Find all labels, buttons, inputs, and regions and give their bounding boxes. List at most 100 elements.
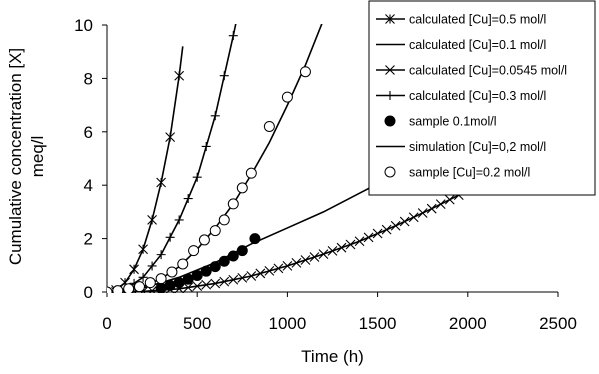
data-point (177, 258, 189, 270)
data-point (318, 249, 329, 259)
data-point (129, 264, 139, 275)
data-point (245, 167, 257, 179)
data-point (381, 224, 392, 235)
data-point (155, 273, 167, 285)
legend-label: simulation [Cu]=0,2 mol/l (409, 140, 546, 154)
data-point (399, 216, 410, 227)
data-point (147, 215, 157, 225)
data-point (147, 261, 157, 271)
series-line (107, 46, 184, 293)
data-point (354, 236, 365, 247)
data-point (408, 212, 419, 223)
data-point (107, 286, 113, 293)
data-point (188, 245, 200, 257)
y-tick-label: 0 (84, 283, 93, 302)
legend-item: sample [Cu]=0.2 mol/l (384, 166, 530, 180)
data-point (345, 239, 356, 250)
data-point (228, 31, 238, 41)
legend-marker (385, 14, 395, 24)
data-point (165, 232, 175, 242)
data-point (174, 70, 185, 81)
x-tick-label: 1000 (268, 314, 306, 333)
legend-marker (384, 115, 396, 127)
y-axis-title: Cumulative concentration [X] meq/l (6, 48, 47, 265)
legend-item: sample 0.1mol/l (384, 115, 497, 129)
data-point (228, 274, 239, 285)
data-point (273, 263, 284, 274)
legend-label: sample 0.1mol/l (409, 115, 497, 129)
data-point (133, 281, 145, 293)
data-point (192, 172, 202, 182)
series-4 (155, 233, 261, 293)
x-tick-label: 0 (102, 314, 111, 333)
y-axis-title-line: Cumulative concentration [X] (6, 48, 25, 265)
data-point (227, 198, 239, 210)
series-line (107, 24, 323, 293)
data-point (281, 91, 293, 103)
data-point (255, 268, 266, 279)
legend-marker (384, 166, 396, 178)
data-point (372, 228, 383, 239)
data-point (435, 199, 446, 210)
legend-marker (385, 91, 395, 100)
legend-box (368, 0, 596, 196)
data-point (112, 285, 124, 293)
y-axis-title-line: meq/l (28, 136, 47, 178)
x-tick-label: 2500 (539, 314, 577, 333)
series-6 (107, 66, 311, 293)
series-1 (107, 24, 323, 293)
legend-marker (385, 65, 395, 75)
legend-item: calculated [Cu]=0.0545 mol/l (376, 64, 567, 78)
data-point (174, 215, 184, 225)
y-tick-label: 6 (84, 123, 93, 142)
x-axis-title: Time (h) (301, 347, 364, 366)
legend-item: calculated [Cu]=0.5 mol/l (376, 13, 546, 27)
data-point (183, 282, 194, 293)
data-point (300, 255, 311, 265)
data-point (144, 277, 156, 289)
legend-label: calculated [Cu]=0.3 mol/l (409, 89, 546, 103)
series-0 (107, 46, 185, 293)
y-tick-label: 10 (74, 16, 93, 35)
data-point (444, 194, 455, 205)
data-point (219, 71, 229, 81)
data-point (336, 242, 347, 253)
legend-label: calculated [Cu]=0.5 mol/l (409, 13, 546, 27)
data-point (192, 281, 203, 292)
data-point (209, 225, 221, 237)
data-point (201, 279, 212, 290)
data-point (236, 182, 248, 194)
legend-item: simulation [Cu]=0,2 mol/l (376, 140, 546, 154)
legend-label: calculated [Cu]=0.0545 mol/l (409, 64, 567, 78)
y-tick-label: 4 (84, 176, 93, 195)
data-point (299, 66, 311, 78)
series-3 (107, 24, 238, 293)
data-point (166, 266, 178, 278)
data-point (219, 276, 230, 287)
data-point (264, 266, 275, 276)
data-point (183, 194, 193, 204)
x-tick-label: 1500 (359, 314, 397, 333)
data-point (390, 220, 401, 231)
data-point (218, 214, 230, 226)
data-point (291, 258, 302, 268)
data-point (237, 272, 248, 283)
data-point (138, 272, 148, 282)
series-line (107, 24, 237, 293)
x-tick-label: 2000 (449, 314, 487, 333)
legend: calculated [Cu]=0.5 mol/l calculated [Cu]… (368, 0, 596, 196)
data-point (309, 252, 320, 262)
y-tick-label: 8 (84, 69, 93, 88)
data-point (156, 177, 167, 188)
legend-item: calculated [Cu]=0.3 mol/l (376, 89, 546, 103)
legend-label: calculated [Cu]=0.1 mol/l (409, 38, 546, 52)
x-tick-label: 500 (183, 314, 211, 333)
data-point (246, 271, 257, 281)
data-point (198, 234, 210, 246)
data-point (417, 208, 428, 218)
data-point (165, 132, 176, 143)
legend-label: sample [Cu]=0.2 mol/l (409, 166, 530, 180)
legend-item: calculated [Cu]=0.1 mol/l (376, 38, 546, 52)
data-point (426, 203, 437, 214)
